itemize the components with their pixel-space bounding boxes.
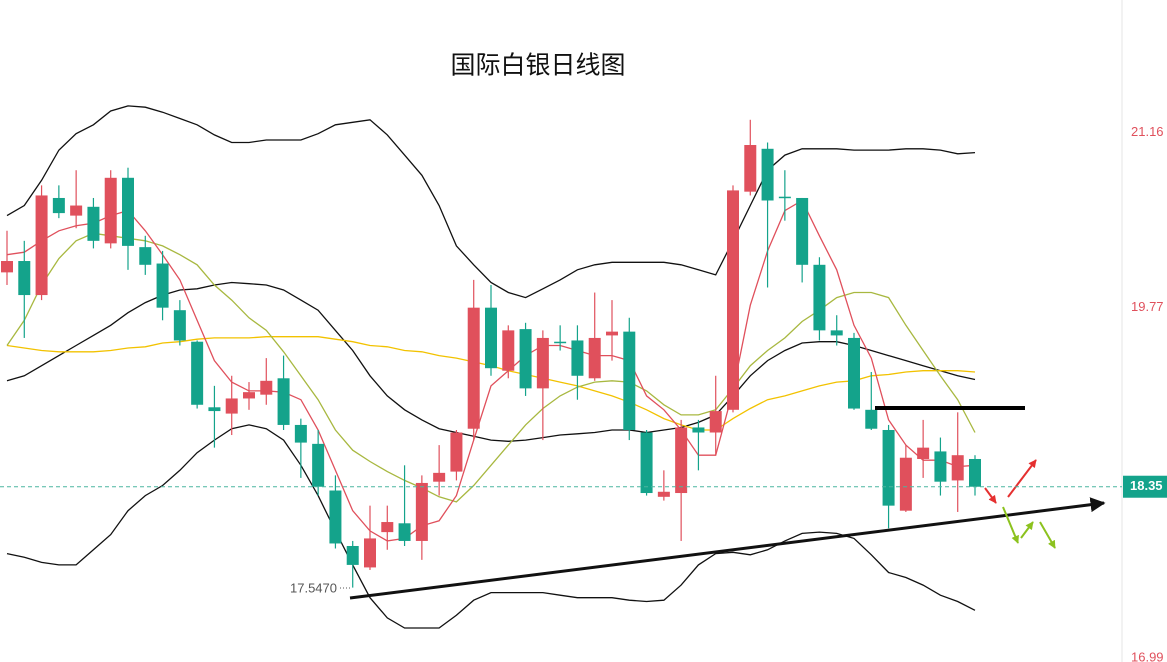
candle-body	[381, 522, 394, 533]
arrow	[984, 487, 997, 504]
y-tick-label: 19.77	[1131, 299, 1164, 314]
candle-body	[571, 340, 584, 376]
candle-body	[640, 432, 653, 494]
candle-body	[467, 307, 480, 429]
candle-body	[796, 197, 809, 265]
plot: 21.16 19.77 16.99	[1, 105, 1164, 662]
candle-body	[191, 341, 204, 405]
arrow	[1020, 521, 1034, 539]
candle-body	[969, 458, 981, 487]
candle-body	[778, 196, 791, 199]
candle-body	[260, 380, 273, 395]
candle-body	[951, 455, 964, 481]
candle-body	[917, 447, 930, 459]
candle-body	[70, 205, 83, 216]
candle-body	[87, 206, 100, 241]
candle-body	[104, 177, 117, 244]
candle-body	[1, 261, 13, 273]
candle-body	[519, 329, 532, 389]
arrow	[1007, 459, 1037, 498]
indicator-line	[6, 199, 976, 542]
candle-body	[398, 523, 411, 541]
arrow	[1002, 506, 1019, 544]
trend-line	[349, 497, 1106, 600]
candle-body	[433, 472, 446, 482]
candle-body	[830, 330, 843, 336]
candle-body	[415, 482, 428, 541]
candle-body	[744, 145, 757, 192]
candle-body	[208, 407, 221, 412]
candle-body	[813, 264, 826, 331]
candle-body	[173, 310, 186, 341]
candle-body	[848, 337, 860, 409]
last-price-box	[1123, 475, 1167, 498]
y-tick-label: 21.16	[1131, 124, 1164, 139]
candle-body	[156, 263, 169, 308]
candle-body	[709, 411, 722, 433]
candle-body	[623, 331, 636, 430]
candle-body	[277, 378, 290, 425]
candle-body	[122, 177, 134, 246]
candle-body	[139, 247, 152, 265]
candle-body	[52, 197, 65, 214]
candle-body	[485, 307, 497, 369]
last-price-label: 18.35	[1130, 478, 1163, 493]
arrow	[1039, 521, 1056, 549]
candle-body	[882, 429, 895, 506]
candle-body	[727, 190, 739, 410]
candle-body	[899, 457, 912, 511]
low-marker-label: 17.5470	[290, 580, 337, 595]
candle-body	[675, 427, 688, 494]
candle-body	[502, 330, 515, 371]
indicator-line	[6, 424, 976, 629]
candle-body	[657, 491, 670, 497]
candle-body	[606, 331, 618, 336]
y-tick-label: 16.99	[1131, 650, 1164, 662]
candle-body	[761, 148, 774, 201]
candle-body	[346, 545, 359, 565]
candle-body	[934, 451, 947, 482]
candle-body	[536, 337, 549, 389]
candle-body	[294, 424, 307, 443]
chart-title: 国际白银日线图	[450, 52, 625, 80]
candle-body	[865, 409, 878, 429]
candle-body	[329, 490, 342, 544]
candle-body	[225, 398, 238, 414]
candle-body	[243, 392, 255, 399]
candle-body	[312, 443, 325, 487]
candle-body	[692, 427, 705, 433]
candle-body	[588, 337, 601, 379]
indicator-line	[6, 105, 976, 299]
candle-body	[364, 538, 376, 568]
candle-body	[450, 432, 463, 472]
candle-body	[554, 341, 567, 344]
candle-body	[18, 261, 31, 296]
candle-body	[35, 195, 48, 296]
